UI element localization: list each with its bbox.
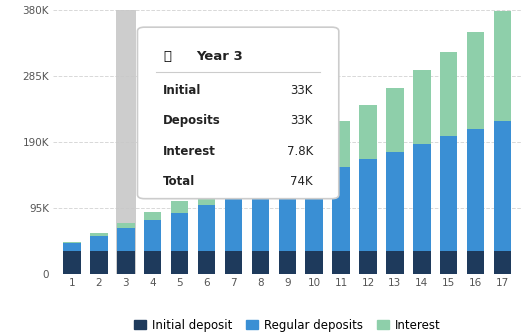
Bar: [90, 251, 107, 274]
Bar: [359, 159, 377, 251]
Bar: [467, 129, 484, 251]
Bar: [198, 251, 215, 274]
Bar: [225, 197, 242, 251]
Bar: [171, 213, 188, 251]
Bar: [252, 190, 269, 251]
Bar: [144, 220, 162, 251]
Bar: [279, 151, 296, 182]
Text: 7.8K: 7.8K: [287, 145, 313, 158]
Bar: [144, 251, 162, 274]
Bar: [117, 223, 135, 228]
Bar: [252, 251, 269, 274]
Text: Year 3: Year 3: [196, 50, 243, 63]
Bar: [305, 175, 323, 251]
Bar: [359, 251, 377, 274]
Bar: [332, 121, 350, 167]
Text: 33K: 33K: [290, 114, 313, 127]
Text: Deposits: Deposits: [163, 114, 221, 127]
Bar: [90, 236, 107, 251]
Bar: [467, 251, 484, 274]
FancyBboxPatch shape: [137, 27, 339, 199]
Bar: [117, 228, 135, 251]
Text: Interest: Interest: [163, 145, 216, 158]
Bar: [117, 223, 135, 228]
Bar: [440, 136, 458, 251]
Bar: [117, 228, 135, 251]
Text: 🚀: 🚀: [163, 50, 171, 63]
Bar: [413, 70, 430, 144]
Bar: [494, 121, 511, 251]
Bar: [144, 212, 162, 220]
Bar: [279, 251, 296, 274]
Bar: [225, 251, 242, 274]
Bar: [116, 10, 136, 274]
Bar: [63, 242, 81, 243]
Bar: [440, 51, 458, 136]
Bar: [225, 177, 242, 197]
Bar: [305, 251, 323, 274]
Bar: [252, 164, 269, 190]
Bar: [117, 251, 135, 274]
Text: 74K: 74K: [290, 175, 313, 188]
Text: 33K: 33K: [290, 84, 313, 97]
Bar: [279, 182, 296, 251]
Bar: [332, 167, 350, 251]
Bar: [305, 136, 323, 175]
Bar: [63, 251, 81, 274]
Text: Total: Total: [163, 175, 195, 188]
Bar: [117, 251, 135, 274]
Bar: [494, 251, 511, 274]
Bar: [413, 251, 430, 274]
Bar: [386, 88, 404, 152]
Bar: [413, 144, 430, 251]
Bar: [90, 233, 107, 236]
Legend: Initial deposit, Regular deposits, Interest: Initial deposit, Regular deposits, Inter…: [129, 314, 445, 334]
Bar: [198, 190, 215, 205]
Bar: [386, 152, 404, 251]
Bar: [467, 32, 484, 129]
Bar: [171, 251, 188, 274]
Bar: [494, 11, 511, 121]
Bar: [171, 201, 188, 213]
Text: Initial: Initial: [163, 84, 202, 97]
Bar: [386, 251, 404, 274]
Bar: [198, 205, 215, 251]
Bar: [440, 251, 458, 274]
Bar: [332, 251, 350, 274]
Bar: [359, 105, 377, 159]
Bar: [63, 243, 81, 251]
